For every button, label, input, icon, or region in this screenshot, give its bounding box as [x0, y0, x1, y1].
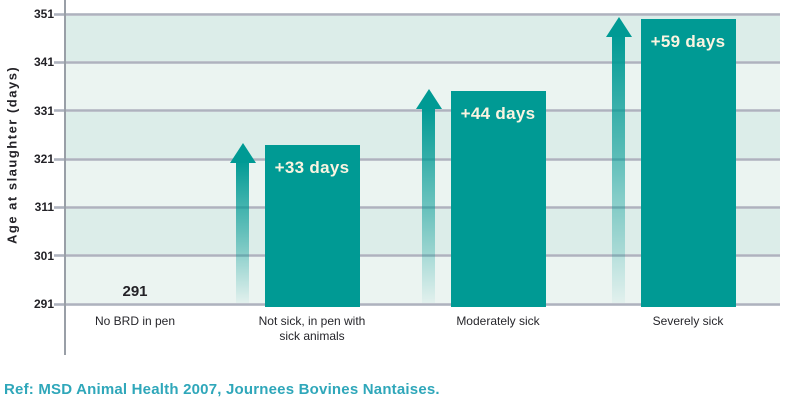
y-tick-label: 311	[34, 200, 54, 215]
category-label: Not sick, in pen with sick animals	[258, 314, 366, 343]
growth-arrow-shaft	[236, 160, 249, 303]
y-tick-label: 331	[33, 103, 54, 118]
category-label: No BRD in pen	[94, 314, 176, 328]
bar: +44 days	[450, 91, 546, 307]
category-label: Severely sick	[652, 314, 724, 328]
growth-arrow-head	[605, 16, 632, 37]
growth-arrow-shaft	[612, 34, 625, 303]
gridline	[54, 205, 780, 209]
y-tick-label: 321	[33, 152, 54, 166]
y-tick-label: 291	[33, 297, 54, 311]
gridline	[54, 254, 780, 258]
gridline	[54, 302, 780, 306]
bar-value-label: +59 days	[650, 31, 726, 51]
bar: +59 days	[640, 18, 736, 307]
gridline	[54, 60, 780, 64]
gridline	[54, 157, 780, 161]
gridline	[54, 12, 780, 16]
category-label: Moderately sick	[456, 314, 540, 328]
reference-text: Ref: MSD Animal Health 2007, Journees Bo…	[4, 381, 440, 398]
bar: +33 days	[264, 144, 360, 307]
growth-arrow-shaft	[422, 107, 435, 303]
y-axis-line	[64, 0, 66, 355]
y-tick-label: 341	[33, 55, 54, 70]
y-tick-label: 301	[33, 248, 54, 263]
bar-value-label: +33 days	[274, 157, 350, 177]
growth-arrow-head	[415, 89, 442, 110]
growth-arrow-head	[229, 142, 256, 163]
plot-area: 351 341 331 321 311 301 291 291 No BRD in pen +33…	[33, 0, 780, 355]
bar-value-label: +44 days	[460, 104, 536, 124]
gridline	[54, 109, 780, 113]
y-tick-label: 351	[33, 7, 54, 21]
baseline-value-label: 291	[122, 283, 148, 300]
